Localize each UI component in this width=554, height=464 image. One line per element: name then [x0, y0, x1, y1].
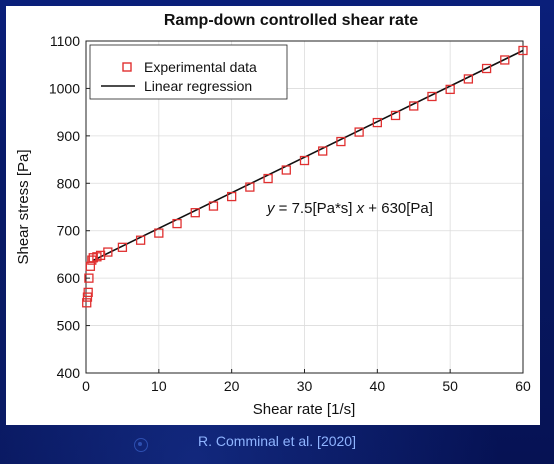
data-point: [281, 165, 291, 175]
citation: R. Comminal et al. [2020]: [198, 433, 356, 449]
equation-x: x: [356, 200, 365, 217]
data-point: [427, 91, 437, 102]
regression-equation: y = 7.5[Pa*s] x + 630[Pa]: [266, 200, 433, 217]
data-point: [263, 173, 273, 184]
data-point: [372, 117, 382, 128]
data-point: [227, 191, 237, 202]
x-tick-label: 40: [370, 378, 386, 394]
data-point: [82, 292, 93, 302]
x-tick-label: 10: [151, 378, 167, 394]
data-point: [135, 235, 146, 245]
legend: Experimental data Linear regression: [89, 44, 288, 100]
data-point: [354, 127, 364, 137]
data-point: [481, 63, 492, 74]
data-point: [463, 74, 474, 84]
axis-ticks: 0 10 20 30 40 50 60 400 500 600 700 800 900 1000 1100: [49, 33, 531, 394]
data-point: [87, 255, 97, 265]
grid: [86, 41, 523, 373]
data-point: [84, 273, 94, 283]
data-point: [299, 155, 310, 166]
data-point: [208, 201, 219, 211]
legend-label-experimental: Experimental data: [144, 59, 257, 75]
x-axis-label: Shear rate [1/s]: [253, 401, 356, 418]
data-point: [518, 45, 528, 56]
series-layer: [82, 45, 528, 308]
x-tick-label: 30: [297, 378, 313, 394]
y-tick-label: 700: [57, 223, 81, 239]
data-point: [445, 84, 455, 95]
legend-box: [89, 44, 288, 100]
decorative-ring: [134, 438, 148, 452]
data-point: [82, 298, 92, 308]
y-axis-label: Shear stress [Pa]: [15, 149, 32, 264]
data-point: [83, 287, 93, 298]
data-point: [336, 136, 346, 147]
data-point: [172, 218, 182, 229]
data-point: [95, 250, 106, 261]
data-point: [117, 242, 128, 252]
y-tick-label: 800: [57, 175, 81, 191]
x-tick-label: 20: [224, 378, 240, 394]
x-tick-label: 60: [515, 378, 531, 394]
y-tick-label: 400: [57, 365, 81, 381]
chart-title: Ramp-down controlled shear rate: [164, 12, 418, 29]
decorative-dot: [138, 442, 142, 446]
y-tick-label: 900: [57, 128, 81, 144]
data-point: [154, 228, 164, 238]
data-point: [245, 182, 255, 192]
data-point: [190, 208, 200, 218]
data-point: [409, 101, 419, 111]
data-point: [103, 247, 113, 257]
y-tick-label: 1000: [49, 80, 80, 96]
data-point: [500, 55, 510, 65]
chart: Ramp-down controlled shear rate 0 10 20 30 4…: [15, 12, 531, 418]
y-tick-label: 500: [57, 318, 81, 334]
equation-y: y: [266, 200, 276, 217]
y-tick-label: 1100: [50, 33, 80, 49]
figure-panel: Ramp-down controlled shear rate 0 10 20 30 4…: [6, 6, 540, 425]
equation-coefficient: = 7.5[Pa*s]: [275, 200, 357, 217]
x-tick-label: 0: [82, 378, 90, 394]
data-point: [318, 146, 328, 156]
legend-marker-experimental: [122, 62, 132, 72]
data-point: [390, 110, 401, 121]
legend-label-regression: Linear regression: [144, 78, 252, 94]
equation-intercept: + 630[Pa]: [364, 200, 433, 217]
y-tick-label: 600: [57, 270, 81, 286]
x-tick-label: 50: [442, 378, 458, 394]
